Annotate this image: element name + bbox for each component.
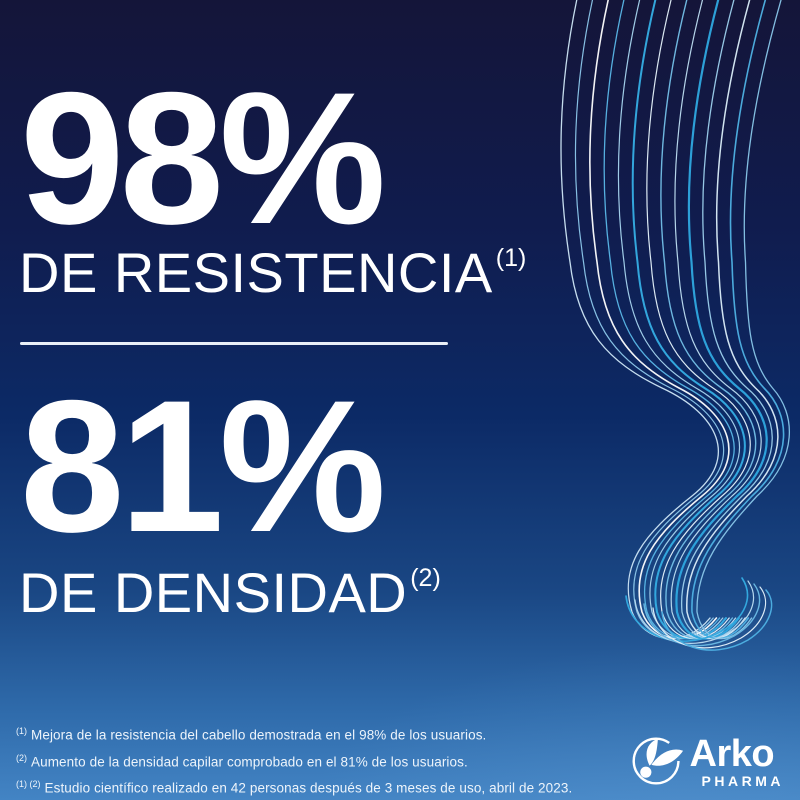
divider-line (20, 342, 448, 345)
brand-subname: PHARMA (701, 772, 784, 789)
footnote-line: (1) Mejora de la resistencia del cabello … (16, 720, 616, 747)
footnote-ref-2: (2) (410, 564, 441, 592)
footnote-line: (1) (2) Estudio científico realizado en 4… (16, 773, 616, 800)
stat-label-densidad: DE DENSIDAD (2) (19, 565, 441, 621)
footnote-ref-1: (1) (495, 244, 527, 272)
stat-label-text: DE RESISTENCIA (19, 241, 493, 304)
stat-value-densidad: 81% (20, 361, 386, 571)
stat-label-resistencia: DE RESISTENCIA (1) (19, 245, 526, 301)
logo-wordmark: Arko PHARMA (690, 735, 784, 788)
footnote-marker: (1) (2) (16, 779, 41, 789)
brand-name: Arko (689, 732, 775, 775)
footnote-text: Mejora de la resistencia del cabello dem… (31, 727, 487, 743)
arkopharma-logo: Arko PHARMA (630, 734, 784, 788)
stat-value-resistencia: 98% (20, 53, 386, 263)
footnote-marker: (1) (16, 726, 27, 736)
footnote-line: (2) Aumento de la densidad capilar compro… (16, 747, 616, 774)
footnote-text: Estudio científico realizado en 42 perso… (44, 780, 573, 796)
footnote-marker: (2) (16, 752, 27, 763)
footnote-text: Aumento de la densidad capilar comprobad… (31, 754, 468, 769)
arkopharma-emblem-icon (632, 737, 683, 785)
hair-strands-illustration (560, 0, 790, 651)
footnotes: (1) Mejora de la resistencia del cabello … (16, 720, 616, 800)
stat-label-text: DE DENSIDAD (19, 561, 408, 624)
